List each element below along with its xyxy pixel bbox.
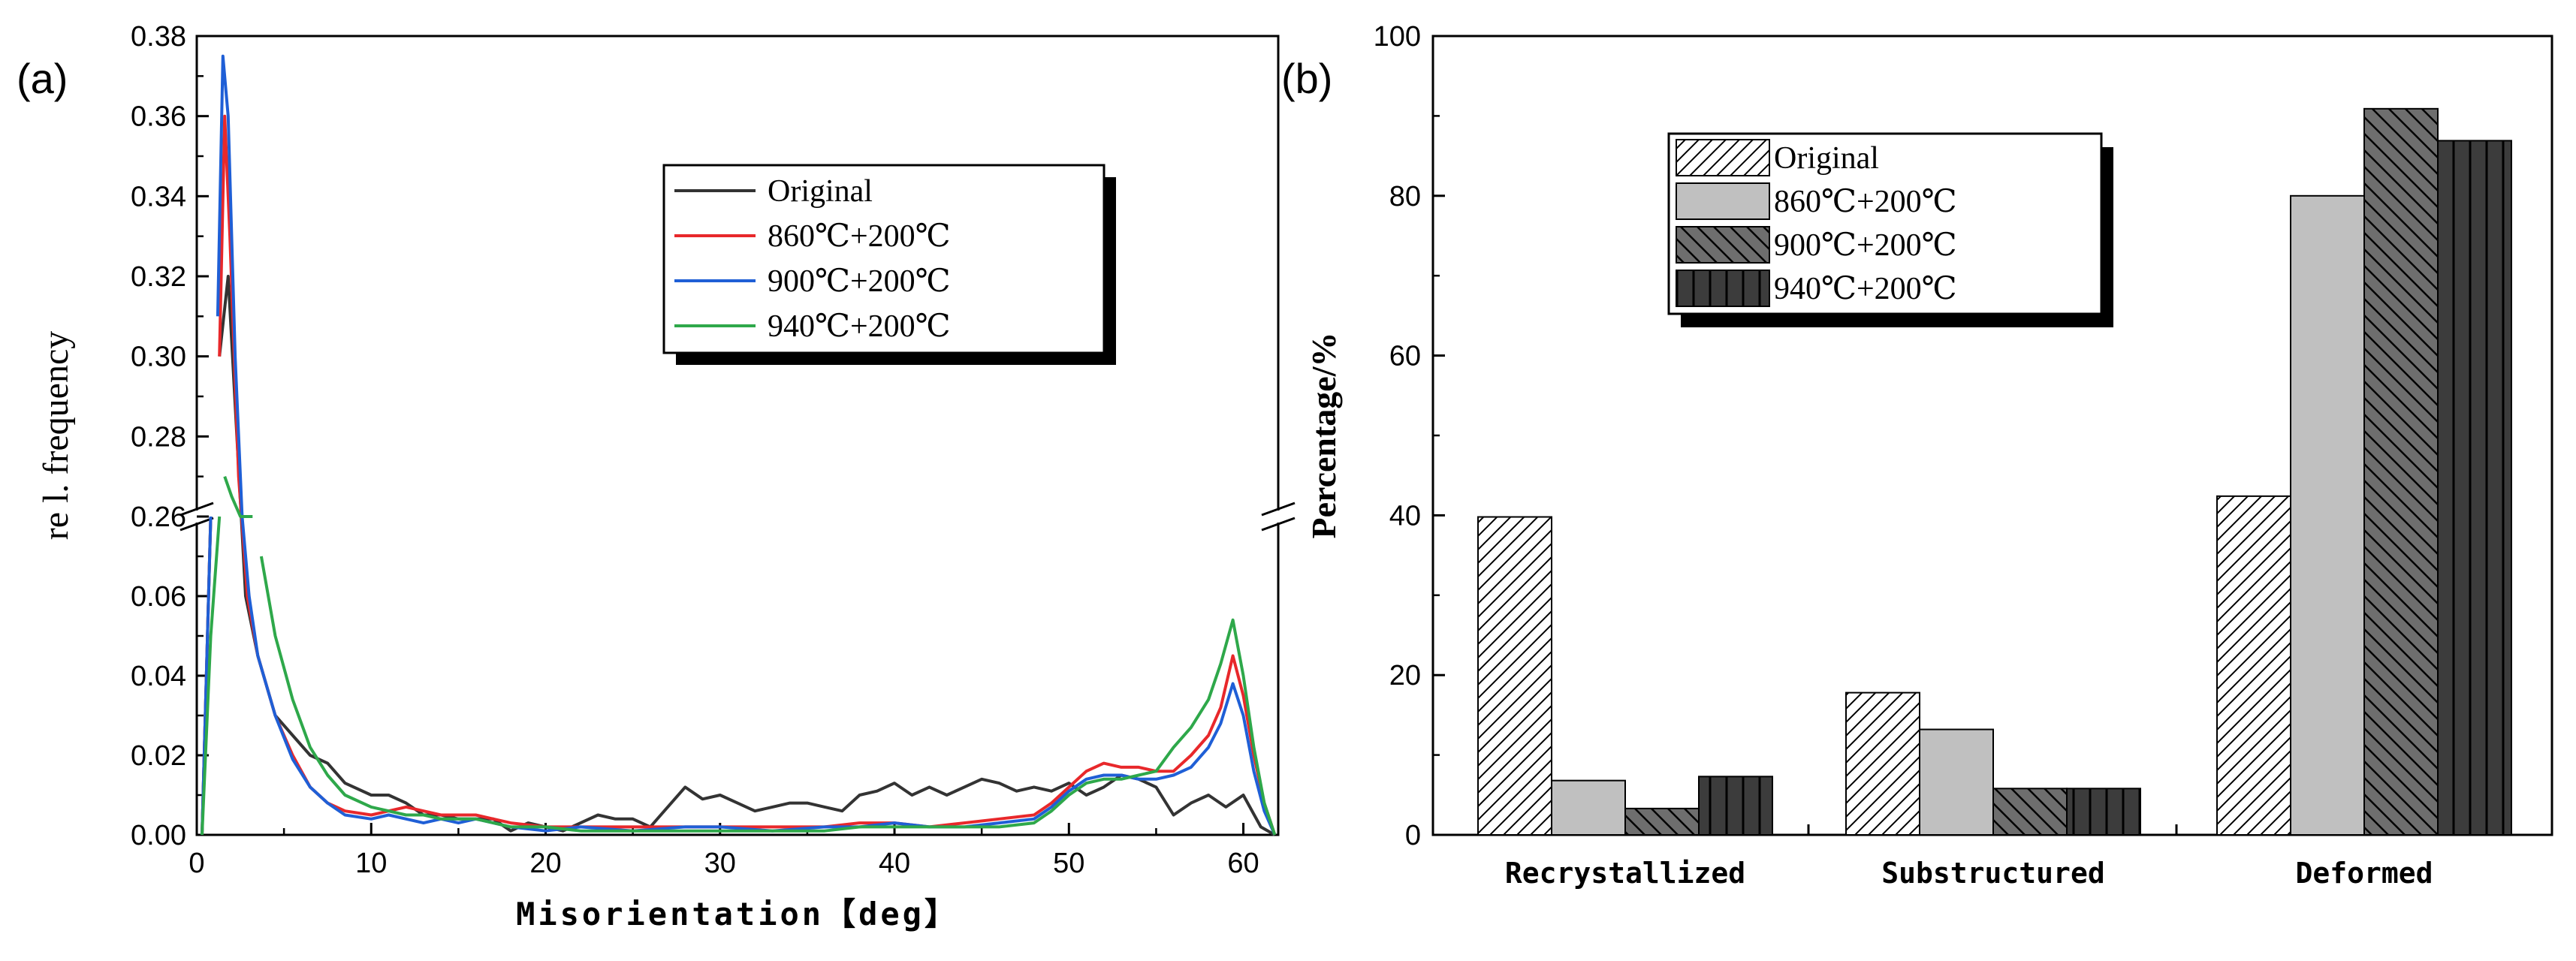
legend-b-swatch (1676, 226, 1770, 264)
category-label: Recrystallized (1505, 857, 1745, 890)
bar-recrystallized-1 (1551, 779, 1626, 836)
y-axis-label: re l. frequency (36, 331, 76, 541)
bar-group (1477, 107, 2512, 836)
bar-substructured-2 (1992, 788, 2068, 836)
y-axis-ticks: 0.00 0.02 0.04 0.06 0.26 0.28 0.30 0.32 0.34 0.36… (131, 21, 209, 851)
panel-a: (a) 0 10 20 30 40 50 60 0.000.020.040.060.260.… (17, 21, 1296, 932)
bar-deformed-3 (2437, 140, 2512, 836)
legend-b: Original 860℃+200℃ 900℃+200℃ 940℃+200℃ (1667, 132, 2113, 327)
x-tick-label: 40 (879, 848, 910, 879)
x-tick-label: 30 (704, 848, 736, 879)
bar-deformed-1 (2290, 194, 2365, 836)
break-slash (1261, 517, 1296, 532)
y-tick-label: 0.26 (131, 502, 186, 533)
category-label: Substructured (1881, 857, 2104, 890)
category-labels: Recrystallized Substructured Deformed (1505, 824, 2433, 890)
y-tick-label: 0.06 (131, 581, 186, 613)
legend-a-box (662, 164, 1106, 354)
y-tick-label-b: 100 (1374, 21, 1421, 53)
bar-recrystallized-3 (1698, 776, 1773, 836)
y-tick-label: 0.34 (131, 181, 186, 212)
break-slash (179, 502, 214, 517)
panel-b-label: (b) (1281, 55, 1332, 102)
bar-recrystallized-2 (1624, 807, 1700, 836)
legend-b-swatch (1676, 270, 1770, 307)
break-slash (1261, 502, 1296, 517)
bar-substructured-1 (1919, 728, 1994, 836)
legend-a: Original 860℃+200℃ 900℃+200℃ 940℃+200℃ (662, 164, 1116, 365)
y-tick-label: 0.02 (131, 740, 186, 772)
x-axis-label: Misorientation【deg】 (516, 896, 959, 932)
y-tick-label: 0.36 (131, 101, 186, 133)
bar-substructured-0 (1845, 691, 1920, 836)
bar-recrystallized-0 (1477, 516, 1552, 836)
legend-b-swatch (1676, 182, 1770, 220)
legend-a-entry: Original (768, 174, 873, 209)
x-axis-ticks: 0 10 20 30 40 50 60 (189, 823, 1259, 879)
break-slash (179, 517, 214, 532)
y-tick-label-b: 20 (1389, 660, 1421, 691)
y-tick-label: 0.38 (131, 21, 186, 53)
axis-break-markers (179, 502, 1296, 532)
legend-b-entry: Original (1774, 141, 1879, 176)
x-tick-label: 50 (1053, 848, 1084, 879)
break-gap (1268, 511, 1289, 523)
panel-a-frame (195, 35, 1280, 836)
x-tick-label: 10 (355, 848, 387, 879)
y-tick-label: 0.00 (131, 820, 186, 851)
legend-a-entry: 940℃+200℃ (768, 309, 951, 344)
y-tick-label-b: 80 (1389, 181, 1421, 212)
y-axis-ticks-b: 0 20 40 60 80 100 (1374, 21, 1445, 851)
series-line-c940 (223, 476, 253, 518)
y-tick-label: 0.32 (131, 261, 186, 293)
x-tick-label: 0 (189, 848, 204, 879)
y-axis-label-b: Percentage/% (1305, 332, 1343, 538)
series-line-c940 (201, 516, 222, 836)
y-tick-label: 0.28 (131, 421, 186, 453)
legend-b-swatch (1676, 139, 1770, 176)
series-line-original (218, 275, 1276, 836)
x-tick-label: 20 (529, 848, 561, 879)
y-tick-label: 0.04 (131, 661, 186, 692)
panel-b: (b) 0 20 40 60 80 100 Recrystallized Substruct… (1281, 21, 2553, 890)
bar-deformed-0 (2216, 495, 2291, 836)
y-tick-label-b: 60 (1389, 341, 1421, 372)
x-tick-label: 60 (1227, 848, 1259, 879)
category-label: Deformed (2295, 857, 2433, 890)
bar-substructured-3 (2066, 788, 2141, 836)
legend-a-entry: 860℃+200℃ (768, 219, 951, 254)
panel-a-label: (a) (17, 55, 68, 102)
bar-deformed-2 (2363, 107, 2439, 836)
legend-a-entry: 900℃+200℃ (768, 264, 951, 299)
y-tick-label-b: 40 (1389, 500, 1421, 532)
series-line-c900 (216, 54, 1277, 836)
y-tick-label: 0.30 (131, 342, 186, 373)
line-series-group (201, 54, 1277, 836)
legend-b-entry: 860℃+200℃ (1774, 185, 1957, 219)
y-tick-label-b: 0 (1405, 820, 1421, 851)
legend-b-entry: 940℃+200℃ (1774, 272, 1957, 306)
legend-b-entry: 900℃+200℃ (1774, 228, 1957, 263)
series-line-c940 (259, 556, 1277, 836)
